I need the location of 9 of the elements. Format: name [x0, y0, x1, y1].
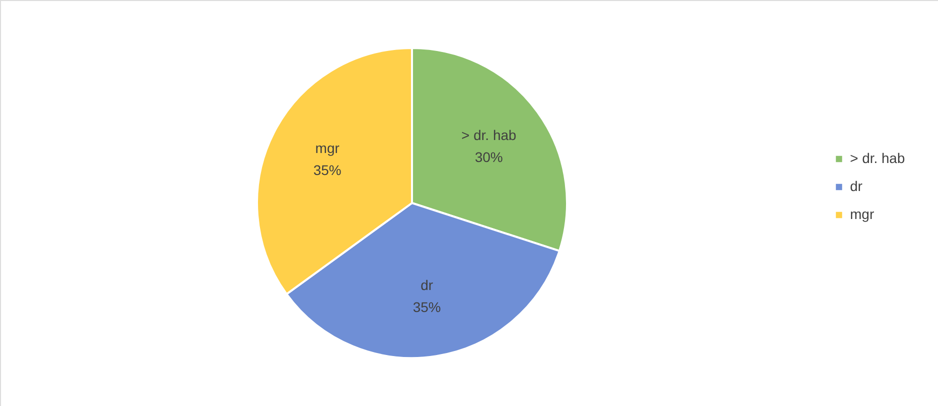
slice-label: dr [420, 276, 434, 293]
legend-label: mgr [850, 206, 874, 222]
data-label: 35% [412, 298, 441, 315]
legend-label: dr [850, 178, 863, 194]
data-label: 35% [313, 162, 342, 178]
slice-label: > dr. hab [461, 127, 517, 144]
data-label: 30% [474, 149, 503, 166]
slice-label: mgr [315, 140, 340, 156]
legend-label: > dr. hab [850, 150, 906, 166]
